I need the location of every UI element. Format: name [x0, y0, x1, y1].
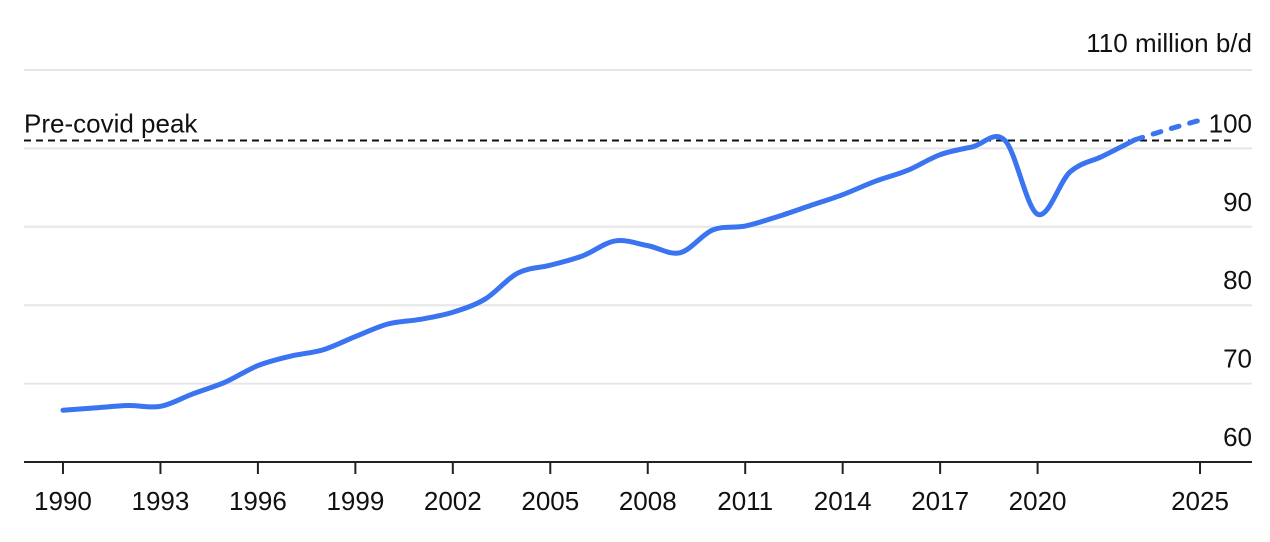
- pre-covid-peak-label: Pre-covid peak: [24, 109, 198, 139]
- y-tick-label: 100: [1209, 108, 1252, 138]
- grid-lines: [24, 69, 1252, 385]
- x-tick-label: 2025: [1171, 486, 1229, 516]
- x-axis-ticks: 1990 1993 1996 1999 2002 2005 2008 2011 2014 2017…: [34, 462, 1229, 516]
- series-lines: [60, 117, 1203, 413]
- x-tick-label: 2002: [424, 486, 482, 516]
- y-tick-label: 70: [1223, 344, 1252, 374]
- history-series-line: [60, 133, 1138, 413]
- y-tick-label: 60: [1223, 422, 1252, 452]
- x-tick-label: 2017: [911, 486, 969, 516]
- x-tick-label: 2008: [619, 486, 677, 516]
- y-axis-labels: 100 90 80 70 60: [1209, 108, 1252, 452]
- forecast-series-line: [1132, 117, 1203, 143]
- reference-line-group: Pre-covid peak: [24, 109, 1233, 142]
- x-tick-label: 1990: [34, 486, 92, 516]
- y-axis-unit-label: 110 million b/d: [1086, 28, 1252, 58]
- x-tick-label: 2005: [521, 486, 579, 516]
- y-tick-label: 90: [1223, 187, 1252, 217]
- x-tick-label: 2011: [717, 486, 773, 516]
- x-tick-label: 1993: [132, 486, 190, 516]
- y-tick-label: 80: [1223, 265, 1252, 295]
- x-tick-label: 2014: [814, 486, 872, 516]
- x-tick-label: 1999: [326, 486, 384, 516]
- x-tick-label: 1996: [229, 486, 287, 516]
- x-tick-label: 2020: [1009, 486, 1067, 516]
